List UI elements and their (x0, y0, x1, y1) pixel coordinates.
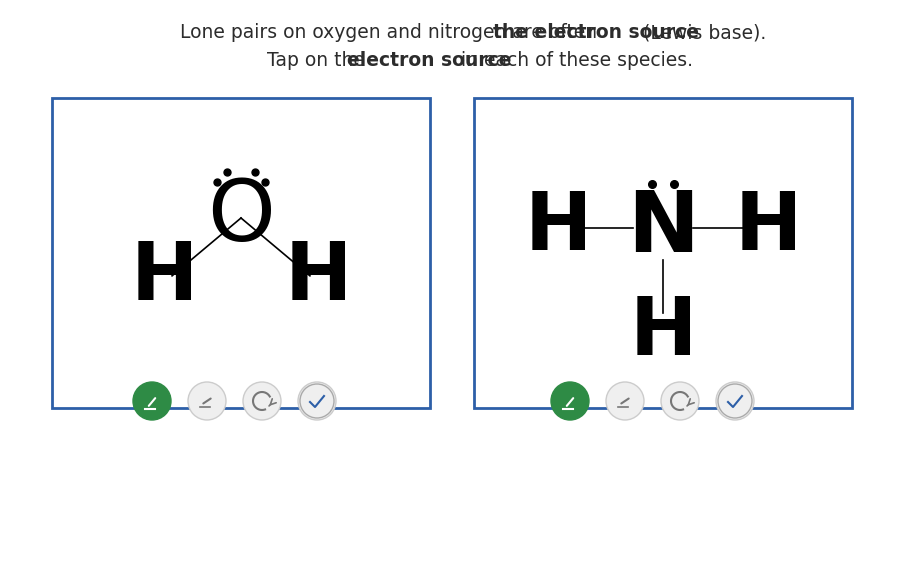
Circle shape (660, 382, 698, 420)
Circle shape (188, 382, 226, 420)
Circle shape (133, 382, 171, 420)
Text: H: H (628, 294, 696, 372)
Circle shape (298, 382, 336, 420)
Text: (Lewis base).: (Lewis base). (637, 24, 766, 42)
Text: electron source: electron source (347, 51, 511, 69)
Bar (52, 98, 430, 408)
Text: H: H (733, 189, 801, 267)
Circle shape (715, 382, 753, 420)
Text: Lone pairs on oxygen and nitrogen are often: Lone pairs on oxygen and nitrogen are of… (180, 24, 602, 42)
Text: the electron source: the electron source (492, 24, 698, 42)
Text: O: O (207, 176, 275, 260)
Text: H: H (130, 239, 198, 317)
Text: Tap on the: Tap on the (266, 51, 370, 69)
Circle shape (243, 382, 281, 420)
Text: H: H (284, 239, 351, 317)
Text: H: H (524, 189, 591, 267)
Text: in each of these species.: in each of these species. (454, 51, 693, 69)
Text: N: N (627, 186, 698, 270)
Bar (473, 98, 851, 408)
Circle shape (605, 382, 643, 420)
Circle shape (551, 382, 589, 420)
